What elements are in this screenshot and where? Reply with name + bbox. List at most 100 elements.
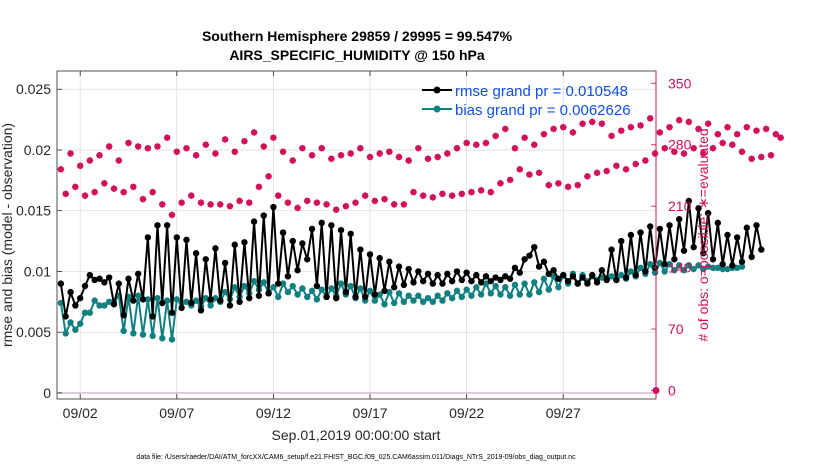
rmse-point [574, 280, 581, 287]
obs-evaluated-marker [695, 125, 702, 133]
obs-evaluated-stroke [140, 196, 146, 202]
obs-evaluated-marker [530, 141, 538, 149]
rmse-point [738, 258, 746, 265]
bias-point [738, 263, 746, 270]
rmse-point [656, 225, 664, 233]
rmse-point [284, 273, 292, 280]
obs-evaluated-stroke [159, 201, 166, 208]
obs-evaluated-marker [395, 153, 403, 161]
obs-evaluated-stroke [594, 169, 600, 176]
bias-point [318, 286, 325, 293]
rmse-point [521, 256, 528, 263]
obs-evaluated-marker [410, 188, 417, 196]
rmse-point [497, 276, 504, 284]
rmse-point [729, 262, 736, 269]
obs-evaluated-marker [303, 197, 311, 205]
obs-evaluated-stroke [458, 191, 465, 197]
obs-evaluated-stroke [512, 145, 518, 152]
bias-point [376, 291, 383, 298]
rmse-point [386, 258, 393, 265]
bias-point [516, 291, 523, 298]
x-tick-label: 09/07 [159, 405, 194, 421]
bias-point [62, 330, 69, 337]
obs-evaluated-stroke [106, 143, 113, 150]
rmse-point [188, 299, 195, 307]
bias-point [231, 284, 238, 291]
bias-point [202, 294, 209, 302]
bias-point [381, 301, 388, 308]
rmse-point [105, 274, 113, 281]
bias-point [120, 327, 127, 335]
obs-evaluated-marker [270, 134, 277, 142]
obs-evaluated-stroke [338, 152, 344, 159]
obs-evaluated-marker [361, 192, 369, 199]
obs-evaluated-marker [767, 151, 775, 159]
bias-point [149, 332, 156, 340]
obs-evaluated-marker [347, 150, 355, 157]
rmse-point [618, 237, 625, 245]
bias-point [424, 294, 432, 302]
obs-evaluated-stroke [695, 126, 702, 132]
rmse-point [313, 282, 321, 290]
right-y-tick-label: 280 [668, 137, 692, 153]
rmse-point [704, 209, 712, 217]
chart-title-line2: AIRS_SPECIFIC_HUMIDITY @ 150 hPa [229, 47, 485, 63]
obs-evaluated-marker [651, 150, 659, 157]
bias-point [86, 309, 94, 316]
rmse-point [81, 282, 89, 290]
bias-point [482, 280, 490, 287]
rmse-point [328, 222, 335, 229]
rmse-point [381, 287, 388, 295]
rmse-point [62, 313, 69, 320]
obs-evaluated-stroke [96, 152, 103, 159]
rmse-point [125, 275, 132, 282]
obs-evaluated-stroke [574, 182, 581, 188]
obs-evaluated-stroke [560, 124, 567, 131]
bias-point [521, 280, 528, 287]
obs-evaluated-stroke [763, 126, 769, 132]
rmse-point [516, 269, 523, 276]
bias-point [714, 264, 722, 271]
obs-evaluated-marker [323, 201, 330, 208]
obs-evaluated-stroke [705, 120, 712, 127]
obs-evaluated-marker [400, 201, 408, 208]
obs-evaluated-stroke [719, 140, 726, 146]
obs-evaluated-stroke [183, 145, 190, 152]
rmse-point [221, 259, 229, 267]
bias-point [279, 280, 287, 287]
bias-point [405, 292, 412, 299]
obs-evaluated-marker [178, 199, 185, 206]
obs-evaluated-marker [187, 192, 195, 199]
obs-evaluated-stroke [410, 189, 417, 195]
obs-evaluated-marker [96, 151, 103, 159]
rmse-point [308, 225, 316, 233]
obs-evaluated-marker [245, 199, 253, 206]
right-y-tick-label: 140 [668, 260, 692, 276]
obs-evaluated-marker [526, 171, 533, 178]
bias-point [618, 271, 625, 279]
bias-point [540, 275, 548, 282]
obs-evaluated-stroke [289, 157, 296, 164]
obs-evaluated-stroke [666, 124, 673, 131]
rmse-point [680, 247, 688, 254]
obs-evaluated-stroke [497, 180, 504, 187]
obs-evaluated-stroke [333, 206, 340, 213]
obs-evaluated-marker [627, 123, 635, 131]
rmse-point [159, 299, 166, 307]
obs-evaluated-stroke [599, 120, 605, 127]
obs-evaluated-stroke [115, 157, 122, 164]
rmse-point [168, 309, 176, 316]
rmse-point [642, 268, 649, 275]
rmse-point [415, 268, 422, 275]
obs-evaluated-marker [748, 155, 755, 163]
obs-evaluated-stroke [212, 150, 219, 157]
rmse-point [429, 280, 437, 287]
obs-evaluated-marker [598, 120, 606, 127]
rmse-line [59, 200, 763, 317]
rmse-point [342, 288, 350, 296]
obs-evaluated-marker [642, 157, 649, 164]
bias-point [477, 291, 485, 298]
obs-evaluated-stroke [768, 152, 774, 159]
bias-point [468, 292, 475, 299]
obs-evaluated-stroke [120, 189, 127, 195]
